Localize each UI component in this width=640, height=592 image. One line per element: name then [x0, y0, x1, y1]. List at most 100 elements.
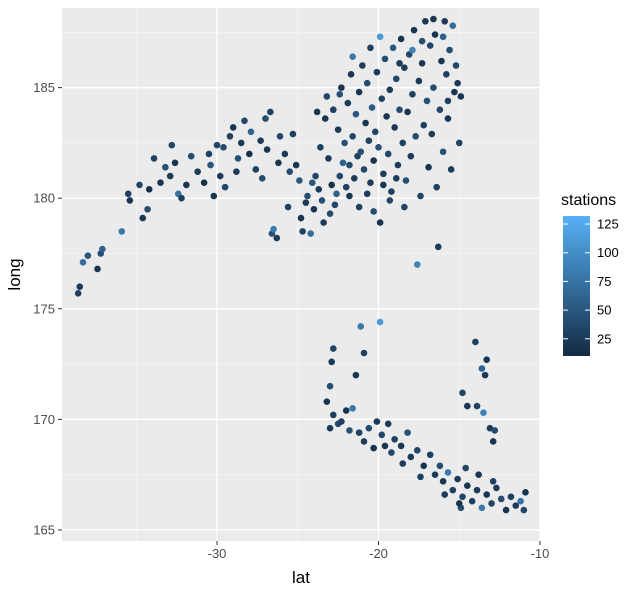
- data-point: [384, 150, 392, 158]
- data-point: [407, 453, 415, 461]
- data-point: [144, 205, 151, 213]
- data-point: [341, 139, 348, 147]
- data-point: [166, 172, 174, 180]
- data-point: [286, 168, 293, 175]
- data-point: [488, 500, 495, 507]
- data-point: [392, 75, 400, 83]
- data-point: [430, 15, 437, 23]
- data-point: [381, 55, 389, 63]
- data-point: [367, 179, 374, 187]
- data-point: [439, 148, 447, 156]
- data-point: [404, 108, 411, 116]
- data-point: [431, 31, 439, 38]
- data-point: [455, 500, 463, 507]
- x-tick-label: -10: [531, 546, 550, 561]
- data-point: [292, 161, 300, 169]
- data-point: [462, 464, 470, 472]
- data-point: [276, 132, 284, 140]
- data-point: [451, 88, 458, 96]
- data-point: [281, 150, 289, 158]
- data-point: [415, 77, 423, 85]
- data-point: [349, 132, 356, 140]
- data-point: [425, 163, 432, 171]
- data-point: [457, 93, 465, 100]
- data-point: [328, 358, 335, 366]
- data-point: [262, 115, 269, 122]
- data-point: [422, 17, 429, 25]
- data-point: [234, 155, 242, 162]
- data-point: [257, 137, 264, 144]
- data-point: [454, 475, 461, 483]
- data-point: [399, 139, 407, 147]
- data-point: [150, 155, 158, 162]
- data-point: [334, 126, 342, 133]
- data-point: [355, 203, 363, 211]
- data-point: [313, 108, 321, 116]
- data-point: [430, 84, 437, 91]
- data-point: [409, 46, 416, 54]
- data-point: [444, 97, 452, 105]
- data-point: [426, 42, 434, 49]
- data-point: [194, 168, 201, 175]
- data-point: [84, 252, 92, 260]
- data-point: [359, 62, 366, 69]
- data-point: [338, 418, 345, 425]
- data-point: [397, 35, 405, 43]
- data-point: [426, 451, 434, 459]
- data-point: [297, 214, 305, 222]
- y-axis-ticks: 165 170 175 180 185: [33, 80, 62, 537]
- data-point: [380, 181, 387, 189]
- legend-colorbar: [563, 216, 590, 356]
- data-point: [99, 245, 106, 253]
- data-point: [284, 203, 292, 211]
- data-point: [205, 150, 213, 158]
- data-point: [404, 429, 411, 436]
- data-point: [325, 155, 332, 162]
- data-point: [289, 130, 297, 138]
- data-point: [362, 119, 369, 127]
- data-point: [157, 179, 164, 187]
- data-point: [376, 219, 384, 226]
- data-point: [381, 442, 389, 450]
- y-tick-label: 180: [33, 191, 55, 206]
- data-point: [229, 124, 237, 131]
- data-point: [315, 186, 323, 193]
- data-points: [74, 15, 529, 514]
- data-point: [252, 166, 260, 173]
- data-point: [346, 427, 353, 434]
- data-point: [183, 181, 190, 189]
- data-point: [409, 90, 416, 98]
- data-point: [441, 17, 449, 25]
- data-point: [339, 159, 347, 167]
- stations-legend: stations 25 50 75 100 125: [561, 192, 619, 356]
- data-point: [326, 210, 334, 217]
- data-point: [386, 86, 394, 94]
- data-point: [299, 228, 306, 235]
- data-point: [226, 132, 234, 140]
- data-point: [74, 289, 82, 297]
- x-axis-title: lat: [292, 568, 310, 587]
- data-point: [455, 139, 463, 147]
- data-point: [441, 491, 449, 498]
- data-point: [410, 26, 418, 34]
- data-point: [473, 402, 481, 410]
- data-point: [394, 161, 402, 169]
- data-point: [213, 141, 221, 149]
- data-point: [388, 188, 395, 195]
- legend-break-label: 125: [597, 217, 619, 232]
- x-tick-label: -30: [208, 546, 227, 561]
- data-point: [472, 338, 479, 346]
- data-point: [384, 420, 392, 428]
- data-point: [378, 95, 386, 102]
- data-point: [478, 365, 486, 372]
- data-point: [310, 205, 318, 213]
- data-point: [346, 161, 353, 169]
- data-point: [373, 68, 381, 76]
- data-point: [454, 79, 461, 87]
- data-point: [489, 477, 497, 485]
- x-tick-label: -20: [369, 546, 388, 561]
- data-point: [480, 409, 487, 417]
- data-point: [338, 84, 345, 91]
- data-point: [258, 174, 266, 182]
- data-point: [444, 115, 452, 122]
